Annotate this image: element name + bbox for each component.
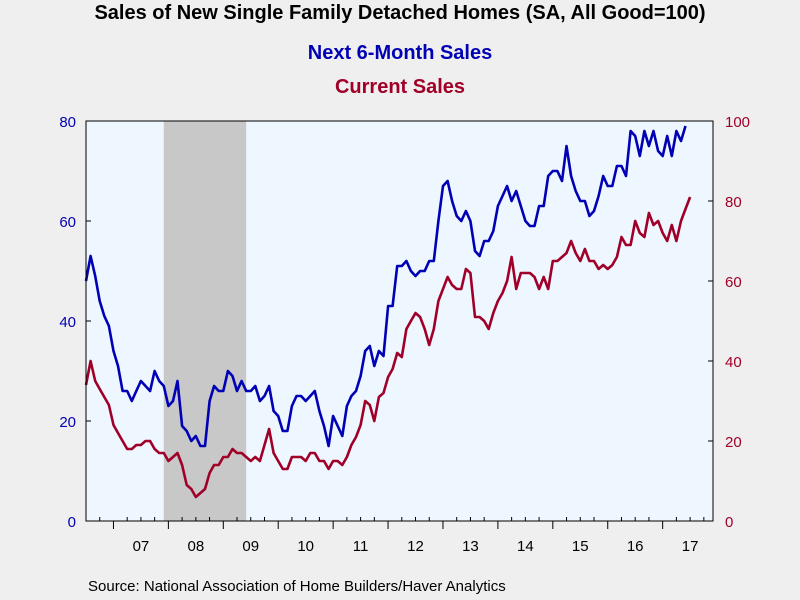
right-axis-tick-label: 60 (725, 274, 742, 291)
x-axis-tick-label: 08 (187, 538, 204, 555)
legend-next-6-month-sales: Next 6-Month Sales (307, 42, 493, 64)
chart-title: Sales of New Single Family Detached Home… (94, 2, 706, 24)
x-axis-tick-label: 17 (682, 538, 699, 555)
series-line-next-6-month-sales (84, 125, 687, 448)
recession-band (163, 121, 247, 521)
right-axis-tick-label: 100 (725, 114, 750, 131)
right-axis-tick-label: 0 (725, 514, 733, 531)
x-axis-tick-label: 09 (242, 538, 259, 555)
x-axis-tick-label: 07 (133, 538, 150, 555)
left-axis-tick-label: 0 (68, 514, 76, 531)
x-axis-tick-label: 13 (462, 538, 479, 555)
legend-current-sales: Current Sales (334, 76, 466, 98)
x-axis-tick-label: 12 (407, 538, 424, 555)
left-axis-tick-label: 20 (59, 414, 76, 431)
recession-shading (163, 121, 247, 521)
series-line-current-sales (84, 196, 692, 499)
x-axis-tick-label: 11 (353, 538, 369, 555)
x-axis-tick-label: 14 (517, 538, 534, 555)
source-note: Source: National Association of Home Bui… (88, 578, 506, 595)
x-axis-tick-label: 15 (572, 538, 589, 555)
right-axis-tick-label: 20 (725, 434, 742, 451)
axes: 0 20 40 60 80 0 20 40 60 80 100 07 08 09 10 11 12 13 14 15 1… (59, 114, 750, 555)
x-axis-tick-label: 16 (627, 538, 644, 555)
x-axis-tick-label: 10 (297, 538, 314, 555)
right-axis-tick-label: 40 (725, 354, 742, 371)
left-axis-tick-label: 40 (59, 314, 76, 331)
series-layer (84, 125, 692, 499)
left-axis-tick-label: 60 (59, 214, 76, 231)
right-axis-tick-label: 80 (725, 194, 742, 211)
left-axis-tick-label: 80 (59, 114, 76, 131)
